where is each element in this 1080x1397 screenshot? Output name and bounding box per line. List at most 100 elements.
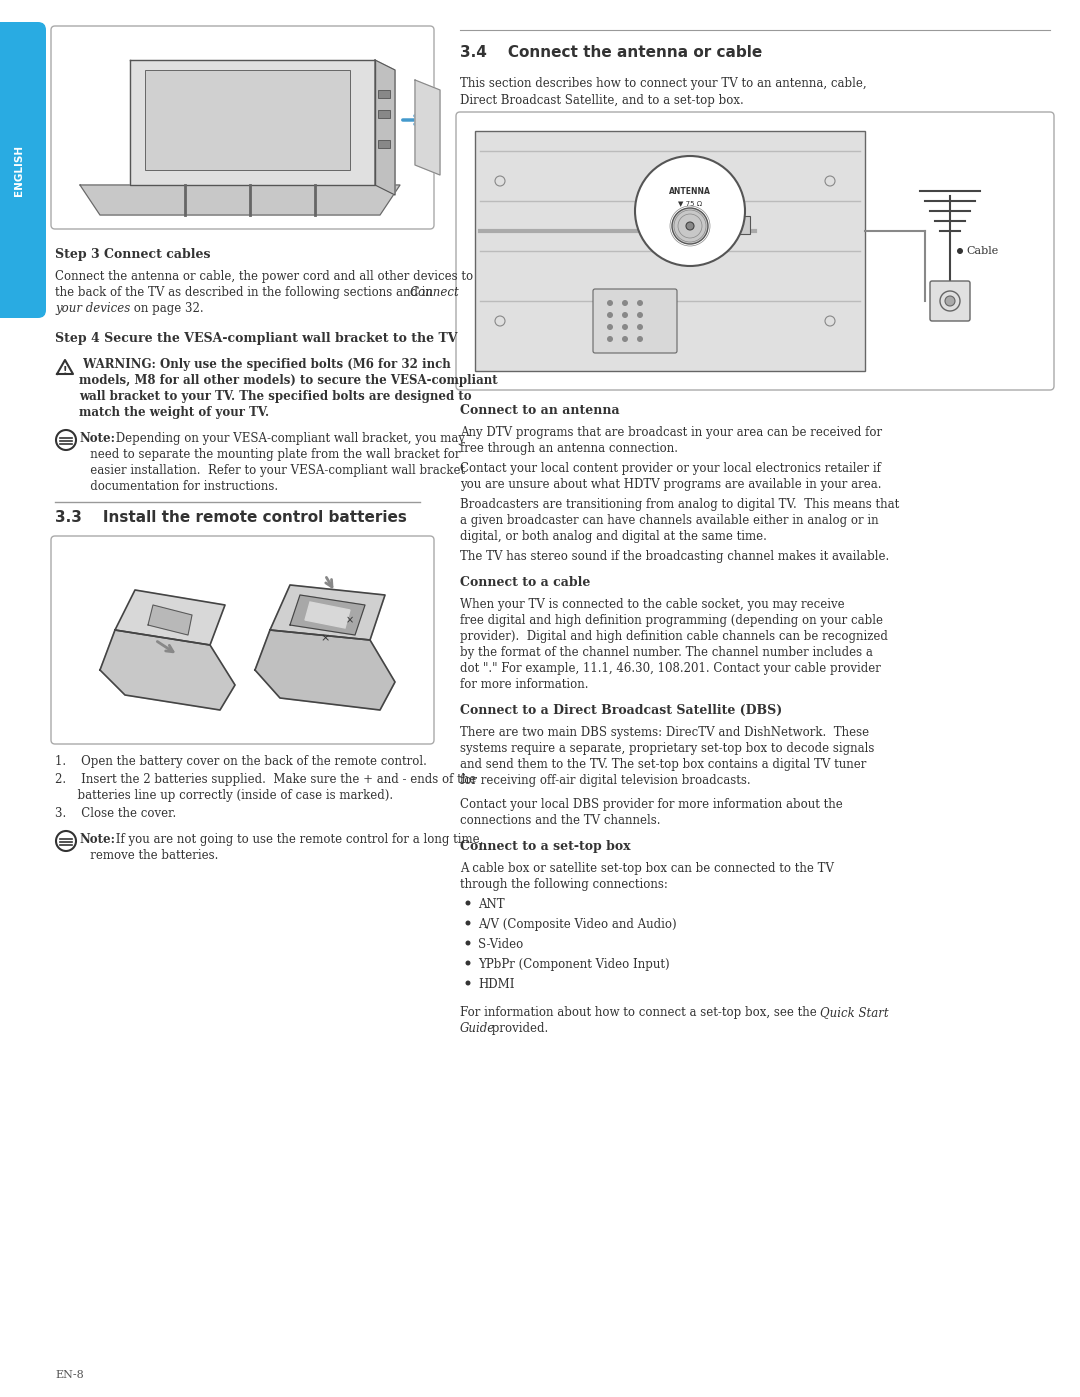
Text: ×: × [321,633,329,643]
Circle shape [607,312,613,319]
Circle shape [607,324,613,330]
Text: Connect to an antenna: Connect to an antenna [460,404,620,416]
Circle shape [465,921,471,925]
Circle shape [465,961,471,965]
FancyBboxPatch shape [930,281,970,321]
Text: For information about how to connect a set-top box, see the: For information about how to connect a s… [460,1006,821,1018]
Text: remove the batteries.: remove the batteries. [79,849,218,862]
Text: Any DTV programs that are broadcast in your area can be received for: Any DTV programs that are broadcast in y… [460,426,882,439]
Text: S-Video: S-Video [478,937,523,951]
Text: This section describes how to connect your TV to an antenna, cable,: This section describes how to connect yo… [460,77,866,89]
Text: Quick Start: Quick Start [820,1006,889,1018]
Circle shape [637,337,643,342]
Text: a given broadcaster can have channels available either in analog or in: a given broadcaster can have channels av… [460,514,879,527]
Text: ANTENNA: ANTENNA [670,187,711,196]
Text: by the format of the channel number. The channel number includes a: by the format of the channel number. The… [460,645,873,659]
Bar [725,217,750,235]
Circle shape [637,324,643,330]
Text: Step 3 Connect cables: Step 3 Connect cables [55,249,211,261]
Text: When your TV is connected to the cable socket, you may receive: When your TV is connected to the cable s… [460,598,845,610]
Circle shape [622,300,627,306]
Text: need to separate the mounting plate from the wall bracket for: need to separate the mounting plate from… [79,448,460,461]
Text: free through an antenna connection.: free through an antenna connection. [460,441,678,455]
Bar [378,110,390,117]
Text: connections and the TV channels.: connections and the TV channels. [460,814,661,827]
Circle shape [945,296,955,306]
Circle shape [622,324,627,330]
Text: ×: × [346,615,354,624]
Circle shape [637,312,643,319]
FancyBboxPatch shape [456,112,1054,390]
Circle shape [686,222,694,231]
Text: Note:: Note: [79,432,114,446]
Text: 1.    Open the battery cover on the back of the remote control.: 1. Open the battery cover on the back of… [55,754,427,768]
Text: Connect to a Direct Broadcast Satellite (DBS): Connect to a Direct Broadcast Satellite … [460,704,782,717]
Text: systems require a separate, proprietary set-top box to decode signals: systems require a separate, proprietary … [460,742,875,754]
Bar [378,89,390,98]
Text: Connect the antenna or cable, the power cord and all other devices to: Connect the antenna or cable, the power … [55,270,473,284]
Text: dot "." For example, 11.1, 46.30, 108.201. Contact your cable provider: dot "." For example, 11.1, 46.30, 108.20… [460,662,881,675]
Circle shape [672,208,708,244]
Text: The TV has stereo sound if the broadcasting channel makes it available.: The TV has stereo sound if the broadcast… [460,550,889,563]
Polygon shape [291,595,365,636]
Text: ANT: ANT [478,898,504,911]
Circle shape [622,337,627,342]
Text: Connect: Connect [410,286,460,299]
Polygon shape [270,585,384,640]
Text: 3.3    Install the remote control batteries: 3.3 Install the remote control batteries [55,510,407,525]
Text: ENGLISH: ENGLISH [14,144,24,196]
Text: Direct Broadcast Satellite, and to a set-top box.: Direct Broadcast Satellite, and to a set… [460,94,744,108]
Text: documentation for instructions.: documentation for instructions. [79,481,279,493]
Polygon shape [148,605,192,636]
Text: on page 32.: on page 32. [130,302,204,314]
FancyBboxPatch shape [51,536,434,745]
Circle shape [607,300,613,306]
Text: 3.4    Connect the antenna or cable: 3.4 Connect the antenna or cable [460,45,762,60]
Circle shape [465,901,471,905]
Text: YPbPr (Component Video Input): YPbPr (Component Video Input) [478,958,670,971]
Circle shape [465,940,471,946]
Text: Connect to a cable: Connect to a cable [460,576,591,590]
Text: the back of the TV as described in the following sections and in: the back of the TV as described in the f… [55,286,436,299]
Text: Depending on your VESA-compliant wall bracket, you may: Depending on your VESA-compliant wall br… [112,432,465,446]
Text: you are unsure about what HDTV programs are available in your area.: you are unsure about what HDTV programs … [460,478,881,490]
Text: free digital and high definition programming (depending on your cable: free digital and high definition program… [460,615,883,627]
Text: for receiving off-air digital television broadcasts.: for receiving off-air digital television… [460,774,751,787]
Text: models, M8 for all other models) to secure the VESA-compliant: models, M8 for all other models) to secu… [79,374,498,387]
Circle shape [622,312,627,319]
Text: through the following connections:: through the following connections: [460,877,667,891]
Text: Guide: Guide [460,1023,496,1035]
Text: WARNING: Only use the specified bolts (M6 for 32 inch: WARNING: Only use the specified bolts (M… [79,358,450,372]
Polygon shape [255,630,395,710]
FancyBboxPatch shape [0,22,46,319]
Text: Broadcasters are transitioning from analog to digital TV.  This means that: Broadcasters are transitioning from anal… [460,497,900,511]
Bar [145,70,350,170]
Text: ▼ 75 Ω: ▼ 75 Ω [678,200,702,205]
Text: EN-8: EN-8 [55,1370,84,1380]
Text: 2.    Insert the 2 batteries supplied.  Make sure the + and - ends of the: 2. Insert the 2 batteries supplied. Make… [55,773,476,787]
Polygon shape [305,602,350,629]
Text: provider).  Digital and high definition cable channels can be recognized: provider). Digital and high definition c… [460,630,888,643]
Polygon shape [100,630,235,710]
Text: and send them to the TV. The set-top box contains a digital TV tuner: and send them to the TV. The set-top box… [460,759,866,771]
Text: Cable: Cable [966,246,998,256]
FancyBboxPatch shape [51,27,434,229]
Text: Contact your local content provider or your local electronics retailer if: Contact your local content provider or y… [460,462,881,475]
Circle shape [635,156,745,265]
Text: Contact your local DBS provider for more information about the: Contact your local DBS provider for more… [460,798,842,812]
Text: Step 4 Secure the VESA-compliant wall bracket to the TV: Step 4 Secure the VESA-compliant wall br… [55,332,458,345]
Text: Note:: Note: [79,833,114,847]
Text: 3.    Close the cover.: 3. Close the cover. [55,807,176,820]
Text: match the weight of your TV.: match the weight of your TV. [79,407,269,419]
Circle shape [607,337,613,342]
Text: digital, or both analog and digital at the same time.: digital, or both analog and digital at t… [460,529,767,543]
FancyBboxPatch shape [593,289,677,353]
Polygon shape [114,590,225,645]
Polygon shape [415,80,440,175]
Circle shape [465,981,471,985]
Text: for more information.: for more information. [460,678,589,692]
Text: easier installation.  Refer to your VESA-compliant wall bracket: easier installation. Refer to your VESA-… [79,464,465,476]
Circle shape [637,300,643,306]
Text: There are two main DBS systems: DirecTV and DishNetwork.  These: There are two main DBS systems: DirecTV … [460,726,869,739]
Polygon shape [80,184,400,215]
